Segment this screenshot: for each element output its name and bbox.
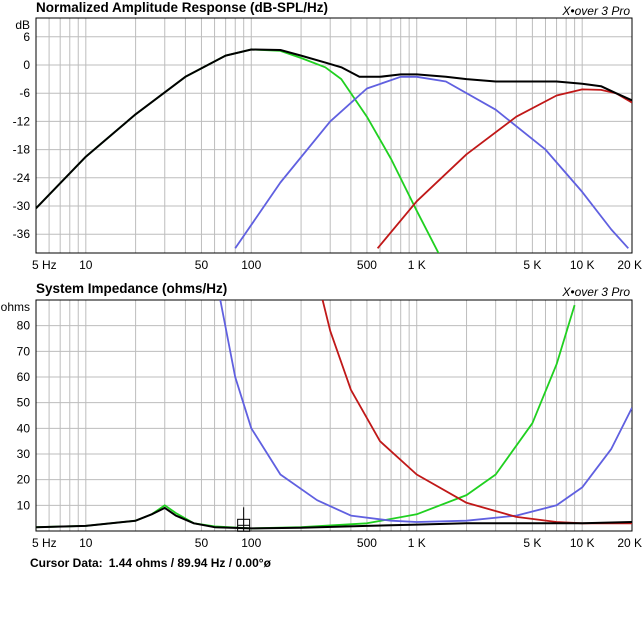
x-tick-label: 50 (195, 258, 209, 272)
y-tick-label: 80 (17, 319, 31, 333)
y-tick-label: 0 (23, 58, 30, 72)
x-tick-label: 10 K (570, 536, 595, 550)
y-tick-label: -12 (13, 114, 31, 128)
x-tick-label: 5 K (523, 258, 541, 272)
y-tick-label: -6 (19, 86, 30, 100)
grid-lines (35, 300, 633, 531)
grid-lines (35, 18, 633, 253)
y-tick-label: -18 (13, 143, 31, 157)
x-tick-label: 10 K (570, 258, 595, 272)
y-tick-label: 10 (17, 498, 31, 512)
y-tick-label: -24 (13, 171, 31, 185)
y-tick-label: 30 (17, 447, 31, 461)
y-tick-label: -30 (13, 199, 31, 213)
y-tick-label: 6 (23, 30, 30, 44)
x-tick-label: 5 K (523, 536, 541, 550)
amplitude-response-chart[interactable]: 6 0 -6 -12 -18 -24 -30 -36 dB 5 Hz 10 50 100 500 1 K 5 … (0, 0, 643, 280)
y-tick-label: 20 (17, 473, 31, 487)
series-line-2 (234, 75, 629, 249)
y-tick-label: 70 (17, 344, 31, 358)
cursor-data-label: Cursor Data: (30, 556, 103, 570)
cursor-data-readout: Cursor Data: 1.44 ohms / 89.94 Hz / 0.00°… (30, 556, 277, 570)
x-tick-label: 100 (241, 258, 261, 272)
x-tick-label: 50 (195, 536, 209, 550)
y-unit-label: dB (15, 18, 30, 32)
x-tick-label: 500 (357, 536, 377, 550)
series-line-2 (219, 300, 632, 523)
amplitude-brand-label: X•over 3 Pro (562, 4, 630, 18)
x-tick-label: 10 (79, 536, 93, 550)
cursor-data-value: 1.44 ohms / 89.94 Hz / 0.00°ø (108, 556, 271, 570)
x-tick-label: 20 K (617, 258, 642, 272)
series-line-4 (36, 506, 632, 530)
impedance-chart[interactable]: 80 70 60 50 40 30 20 10 ohms 5 Hz 10 50 100 500 1 K 5 K… (0, 280, 643, 555)
y-tick-label: 50 (17, 396, 31, 410)
x-tick-label: 1 K (408, 258, 426, 272)
x-tick-label: 5 Hz (32, 536, 57, 550)
x-tick-label: 20 K (617, 536, 642, 550)
series-line-1 (36, 304, 576, 530)
y-tick-label: 40 (17, 421, 31, 435)
x-tick-label: 10 (79, 258, 93, 272)
x-tick-label: 100 (241, 536, 261, 550)
y-unit-label: ohms (1, 300, 30, 314)
y-tick-label: -36 (13, 227, 31, 241)
series-line-3 (321, 300, 632, 525)
series-line-3 (376, 88, 632, 249)
y-tick-label: 60 (17, 370, 31, 384)
plot-frame (35, 17, 633, 254)
x-tick-label: 5 Hz (32, 258, 57, 272)
amplitude-chart-title: Normalized Amplitude Response (dB-SPL/Hz… (36, 0, 329, 15)
impedance-chart-title: System Impedance (ohms/Hz) (36, 281, 228, 296)
x-tick-label: 1 K (408, 536, 426, 550)
series-line-4 (36, 48, 632, 209)
impedance-brand-label: X•over 3 Pro (562, 285, 630, 299)
plot-frame (35, 299, 633, 532)
x-tick-label: 500 (357, 258, 377, 272)
